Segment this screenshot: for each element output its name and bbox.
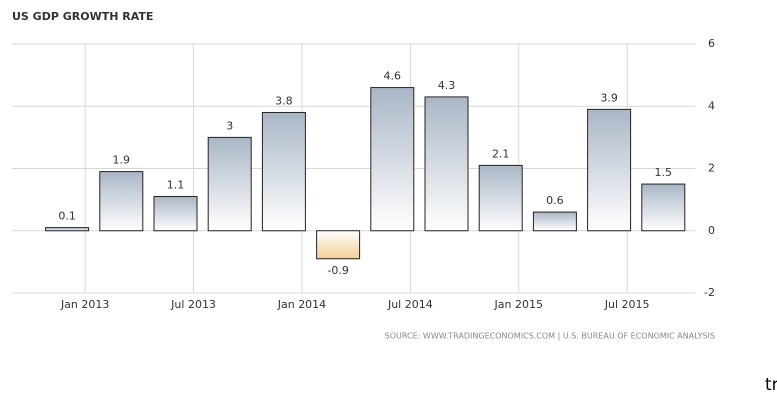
caption: מקור: tradingeconomics.com — [765, 375, 777, 395]
y-tick-label: -2 — [704, 286, 715, 299]
source: SOURCE: WWW.TRADINGECONOMICS.COM | U.S. … — [385, 332, 715, 341]
bar — [424, 96, 469, 232]
bar — [316, 230, 361, 260]
value-label: 0.6 — [546, 194, 564, 207]
x-tick-label: Jan 2015 — [494, 298, 543, 311]
bar — [641, 183, 686, 232]
bar — [99, 171, 144, 232]
bar — [153, 196, 198, 232]
value-label: 1.1 — [167, 179, 185, 192]
bar — [587, 108, 632, 232]
x-tick-label: Jan 2014 — [277, 298, 326, 311]
bar — [532, 211, 577, 232]
value-label: 4.3 — [438, 79, 456, 92]
bar — [370, 87, 415, 232]
value-label: 0.1 — [58, 210, 76, 223]
bar — [261, 111, 306, 232]
y-tick-label: 6 — [708, 37, 715, 50]
bar — [45, 227, 90, 232]
value-label: 3.9 — [600, 91, 618, 104]
y-tick-label: 2 — [708, 162, 715, 175]
value-label: 1.5 — [655, 166, 673, 179]
value-label: 3 — [226, 119, 233, 132]
value-label: 2.1 — [492, 147, 510, 160]
value-label: 1.9 — [113, 154, 131, 167]
bar — [478, 164, 523, 232]
value-label: 4.6 — [384, 70, 402, 83]
x-tick-label: Jul 2013 — [170, 298, 216, 311]
chart-title: US GDP GROWTH RATE — [12, 10, 153, 23]
x-tick-label: Jul 2014 — [387, 298, 433, 311]
x-tick-label: Jan 2013 — [60, 298, 109, 311]
value-label: 3.8 — [275, 94, 293, 107]
value-label: -0.9 — [327, 264, 348, 277]
x-tick-label: Jul 2015 — [604, 298, 650, 311]
bar — [207, 136, 252, 232]
y-tick-label: 4 — [708, 99, 715, 112]
y-tick-label: 0 — [708, 224, 715, 237]
